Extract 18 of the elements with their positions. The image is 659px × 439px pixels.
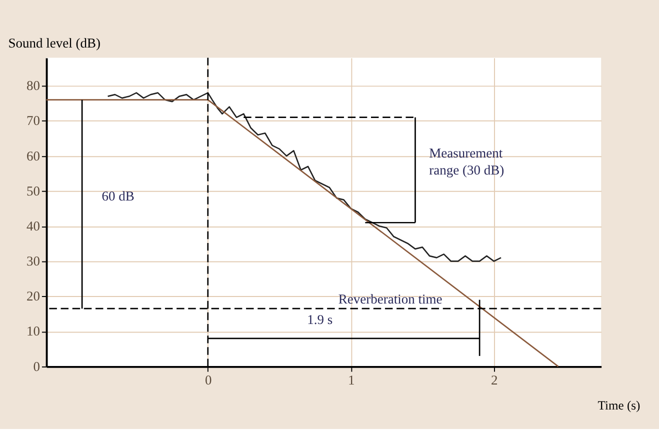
y-tick-label: 70 <box>26 113 40 128</box>
y-axis-title: Sound level (dB) <box>8 36 100 51</box>
x-tick-label: 1 <box>348 372 355 388</box>
y-tick-label: 40 <box>26 218 40 234</box>
y-tick-label: 50 <box>26 183 40 198</box>
y-tick-label: 10 <box>26 324 40 339</box>
y-tick-label: 0 <box>33 358 40 374</box>
y-tick-label: 20 <box>26 288 40 304</box>
x-tick-label: 0 <box>205 372 212 388</box>
annotation: 1.9 s <box>307 312 333 328</box>
y-tick-label: 80 <box>26 78 40 94</box>
annotation: Measurement range (30 dB) <box>429 145 504 178</box>
y-tick-label: 60 <box>26 148 40 164</box>
annotation: 60 dB <box>102 188 134 204</box>
x-tick-label: 2 <box>490 372 498 388</box>
y-tick-label: 30 <box>26 254 40 269</box>
ref-line-label: Reverberation time <box>338 292 442 307</box>
x-axis-title: Time (s) <box>598 398 640 412</box>
